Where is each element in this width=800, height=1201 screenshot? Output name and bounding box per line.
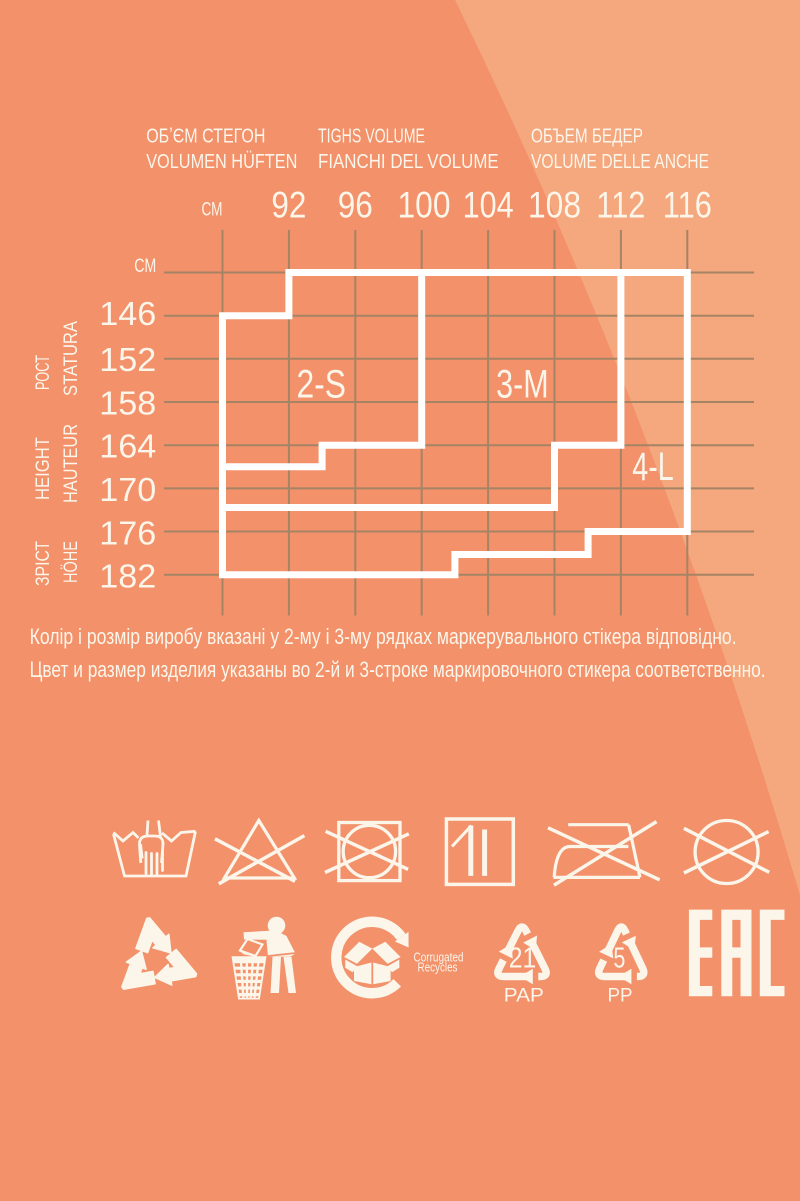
svg-text:ЗРІСТ: ЗРІСТ	[32, 541, 54, 586]
svg-text:РОСТ: РОСТ	[32, 355, 54, 390]
svg-text:PAP: PAP	[504, 985, 544, 1006]
svg-text:152: 152	[99, 341, 156, 378]
svg-text:158: 158	[99, 384, 156, 421]
svg-text:ОБʼЄМ СТЕГОН: ОБʼЄМ СТЕГОН	[146, 124, 265, 147]
svg-text:HAUTEUR: HAUTEUR	[60, 424, 82, 503]
svg-text:VOLUMEN HÜFTEN: VOLUMEN HÜFTEN	[146, 150, 297, 173]
svg-text:HÖHE: HÖHE	[60, 541, 82, 583]
svg-text:Recycles: Recycles	[418, 961, 458, 975]
svg-text:2-S: 2-S	[296, 362, 346, 406]
svg-text:HEIGHT: HEIGHT	[32, 437, 54, 500]
svg-text:5: 5	[613, 943, 625, 975]
svg-text:146: 146	[99, 295, 156, 332]
svg-text:Цвет и размер изделия указаны: Цвет и размер изделия указаны во 2-й и 3…	[30, 657, 766, 682]
svg-text:104: 104	[463, 185, 514, 226]
svg-text:Колір і розмір виробу вказані: Колір і розмір виробу вказані у 2-му і 3…	[30, 624, 737, 649]
svg-text:3-M: 3-M	[496, 362, 549, 406]
svg-text:116: 116	[663, 185, 712, 226]
svg-text:4-L: 4-L	[632, 445, 674, 489]
svg-text:FIANCHI DEL VOLUME: FIANCHI DEL VOLUME	[318, 150, 499, 173]
svg-text:PP: PP	[608, 985, 633, 1006]
svg-text:164: 164	[99, 427, 156, 464]
svg-text:108: 108	[528, 185, 581, 226]
svg-text:STATURA: STATURA	[60, 320, 82, 396]
svg-text:Corrugated: Corrugated	[414, 951, 464, 965]
svg-text:96: 96	[338, 185, 373, 226]
svg-text:ОБЪЕМ БЕДЕР: ОБЪЕМ БЕДЕР	[531, 124, 643, 147]
svg-text:VOLUME DELLE ANCHE: VOLUME DELLE ANCHE	[531, 150, 709, 173]
svg-text:100: 100	[398, 185, 451, 226]
svg-text:170: 170	[99, 471, 156, 508]
svg-text:182: 182	[99, 558, 156, 595]
svg-text:СМ: СМ	[134, 255, 156, 277]
svg-text:TIGHS VOLUME: TIGHS VOLUME	[318, 124, 425, 147]
svg-text:СМ: СМ	[202, 199, 223, 221]
svg-text:176: 176	[99, 514, 156, 551]
svg-text:112: 112	[596, 185, 645, 226]
svg-text:92: 92	[271, 185, 306, 226]
svg-text:21: 21	[509, 943, 537, 975]
